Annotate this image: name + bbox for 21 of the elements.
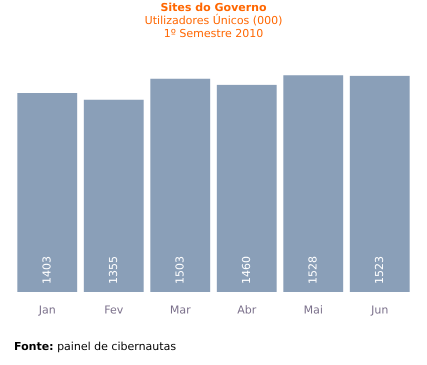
x-tick-label: Jun: [370, 304, 388, 316]
bar: [350, 76, 410, 292]
data-label: 1355: [106, 256, 120, 284]
x-tick-label: Fev: [104, 304, 124, 316]
x-tick-label: Mai: [304, 304, 323, 316]
chart-title: Sites do Governo: [160, 1, 267, 14]
bar: [150, 78, 210, 292]
x-tick-label: Jan: [38, 304, 56, 316]
bar: [283, 75, 344, 292]
data-label: 1503: [173, 256, 186, 284]
x-tick-label: Mar: [170, 304, 192, 316]
x-tick-label: Abr: [237, 304, 257, 316]
bar: [84, 100, 144, 292]
data-label: 1528: [306, 256, 320, 284]
bar: [17, 92, 78, 292]
bar: [216, 84, 277, 292]
data-label: 1523: [372, 256, 386, 284]
data-label: 1403: [40, 256, 54, 284]
chart-subtitle: Utilizadores Únicos (000) 1º Semestre 2010: [144, 13, 282, 40]
data-label: 1460: [240, 256, 253, 284]
source-note: Fonte: painel de cibernautas: [14, 340, 176, 353]
